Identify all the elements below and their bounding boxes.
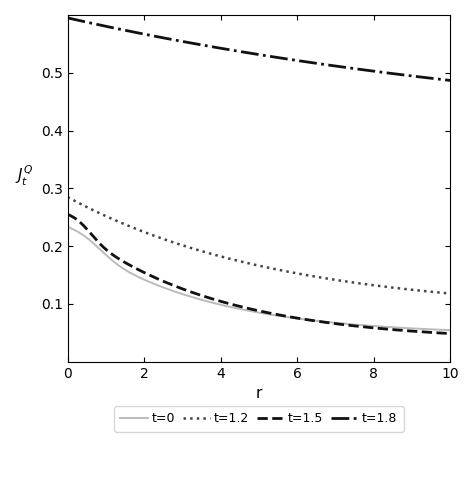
t=1.2 — [65, 194, 71, 200]
t=0 — [436, 327, 442, 333]
t=1.2 — [447, 291, 453, 297]
t=1.8 — [447, 78, 453, 84]
t=1.8 — [241, 49, 246, 55]
t=0 — [241, 307, 246, 313]
t=0 — [65, 224, 71, 230]
t=1.5 — [65, 211, 71, 217]
t=1.2 — [366, 282, 372, 288]
t=1.2 — [251, 261, 256, 267]
Line: t=1.2: t=1.2 — [68, 197, 450, 294]
t=0 — [251, 309, 256, 315]
Line: t=1.8: t=1.8 — [68, 18, 450, 81]
t=1.8 — [366, 68, 372, 74]
t=1.2 — [436, 290, 442, 296]
t=0 — [447, 327, 453, 333]
t=1.8 — [65, 15, 71, 21]
t=1.8 — [436, 76, 442, 82]
t=1.5 — [251, 307, 256, 313]
t=1.8 — [84, 19, 90, 25]
t=0 — [436, 327, 442, 333]
t=1.5 — [241, 304, 246, 310]
t=0 — [366, 323, 372, 329]
t=1.2 — [84, 204, 90, 210]
t=1.5 — [366, 324, 372, 330]
Y-axis label: $J_t^Q$: $J_t^Q$ — [15, 164, 33, 189]
X-axis label: r: r — [255, 386, 262, 401]
Legend: t=0, t=1.2, t=1.5, t=1.8: t=0, t=1.2, t=1.5, t=1.8 — [114, 406, 404, 432]
Line: t=0: t=0 — [68, 227, 450, 330]
t=1.8 — [251, 51, 256, 57]
t=1.2 — [241, 259, 246, 265]
t=1.5 — [436, 330, 442, 336]
t=1.8 — [436, 76, 442, 82]
Line: t=1.5: t=1.5 — [68, 214, 450, 334]
t=1.5 — [436, 330, 442, 336]
t=0 — [84, 235, 90, 241]
t=1.5 — [84, 227, 90, 233]
t=1.2 — [436, 290, 442, 296]
t=1.5 — [447, 331, 453, 337]
